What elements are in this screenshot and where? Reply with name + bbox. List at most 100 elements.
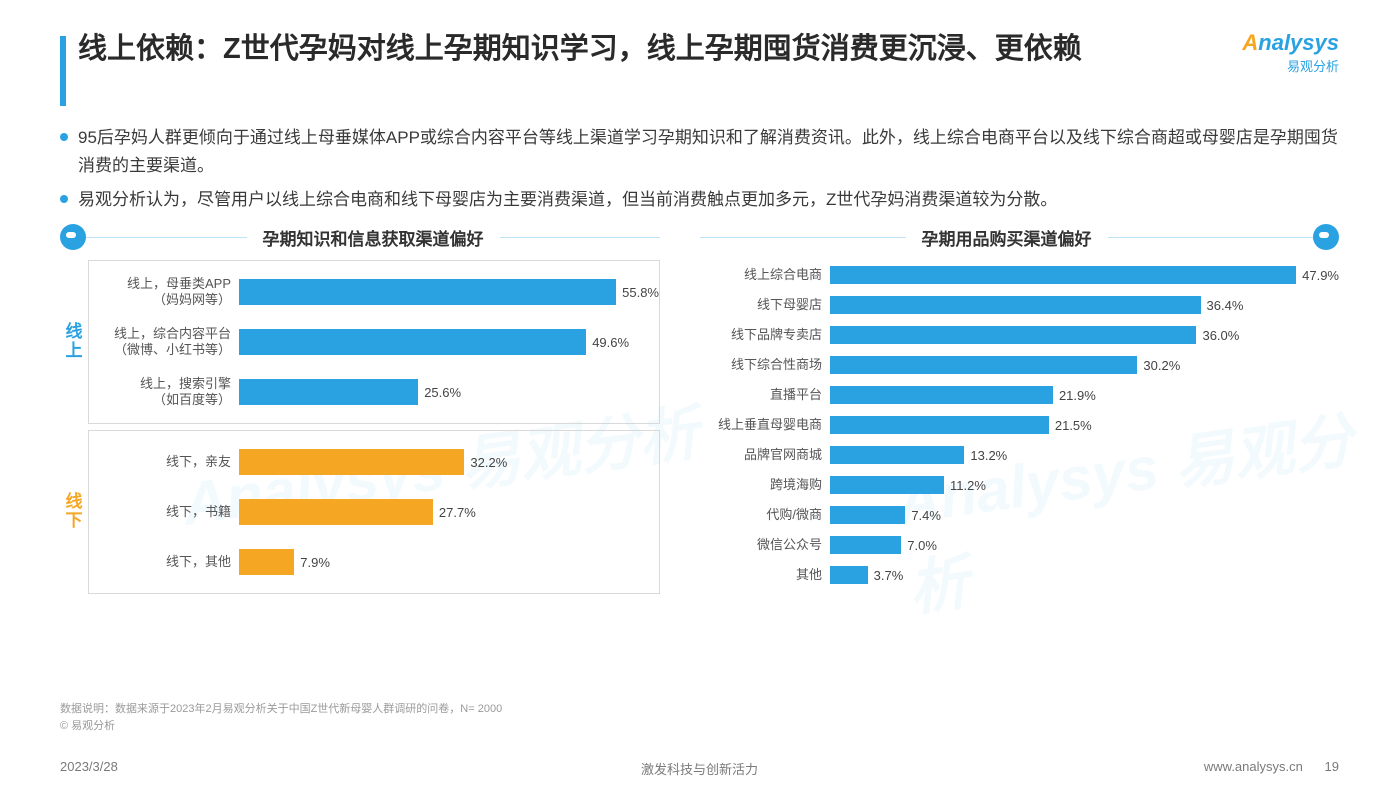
group-box: 线上，母垂类APP（妈妈网等） 55.8% 线上，综合内容平台（微博、小红书等） 49… — [88, 260, 660, 424]
bar-row: 线上垂直母婴电商 21.5% — [700, 410, 1339, 440]
bar-area: 32.2% — [239, 449, 659, 475]
bar-label: 直播平台 — [700, 387, 830, 403]
bar-label: 线上综合电商 — [700, 267, 830, 283]
chart-group: 线上线上，母垂类APP（妈妈网等） 55.8% 线上，综合内容平台（微博、小红书等）… — [60, 260, 660, 424]
bar-value: 49.6% — [592, 335, 629, 350]
bar-value: 36.0% — [1202, 328, 1239, 343]
footer-slogan: 激发科技与创新活力 — [0, 759, 1399, 778]
bar-value: 30.2% — [1143, 358, 1180, 373]
note-source: 数据说明：数据来源于2023年2月易观分析关于中国Z世代新母婴人群调研的问卷，N… — [60, 701, 502, 718]
bar — [239, 499, 433, 525]
group-label: 线下 — [60, 430, 88, 594]
chart-knowledge-channels: 孕期知识和信息获取渠道偏好 线上线上，母垂类APP（妈妈网等） 55.8% 线上，综… — [60, 224, 660, 600]
header-line — [500, 237, 661, 238]
bar-area: 30.2% — [830, 356, 1339, 374]
bar — [830, 386, 1053, 404]
bar — [830, 296, 1201, 314]
bar-area: 3.7% — [830, 566, 1339, 584]
bar-value: 27.7% — [439, 505, 476, 520]
bar — [830, 266, 1296, 284]
chart-title: 孕期知识和信息获取渠道偏好 — [247, 225, 500, 250]
bar-value: 47.9% — [1302, 268, 1339, 283]
group-box: 线下，亲友32.2% 线下，书籍 27.7% 线下，其他7.9% — [88, 430, 660, 594]
bar-row: 线下，亲友32.2% — [89, 437, 659, 487]
bar-row: 品牌官网商城13.2% — [700, 440, 1339, 470]
bar-row: 线下综合性商场30.2% — [700, 350, 1339, 380]
chart-group: 线下线下，亲友32.2% 线下，书籍 27.7% 线下，其他7.9% — [60, 430, 660, 594]
bullet-item: 易观分析认为，尽管用户以线上综合电商和线下母婴店为主要消费渠道，但当前消费触点更… — [60, 186, 1339, 214]
bar-value: 25.6% — [424, 385, 461, 400]
bar-value: 55.8% — [622, 285, 659, 300]
bar — [830, 566, 868, 584]
bullet-item: 95后孕妈人群更倾向于通过线上母垂媒体APP或综合内容平台等线上渠道学习孕期知识… — [60, 124, 1339, 180]
logo-rest: nalysys — [1258, 30, 1339, 55]
header-line — [1108, 237, 1314, 238]
bar-row: 线上，母垂类APP（妈妈网等） 55.8% — [89, 267, 659, 317]
bar-value: 7.4% — [911, 508, 941, 523]
bar — [830, 476, 944, 494]
bar-area: 25.6% — [239, 379, 659, 405]
bar — [239, 279, 616, 305]
note-copyright: © 易观分析 — [60, 718, 502, 735]
title-accent-bar — [60, 36, 66, 106]
logo-sub: 易观分析 — [1242, 56, 1339, 75]
bar-row: 直播平台 21.9% — [700, 380, 1339, 410]
bar-row: 线上，综合内容平台（微博、小红书等） 49.6% — [89, 317, 659, 367]
bar — [830, 506, 905, 524]
bullet-dot-icon — [60, 133, 68, 141]
bar — [830, 536, 901, 554]
footer: 2023/3/28 激发科技与创新活力 www.analysys.cn 19 — [0, 759, 1399, 774]
data-notes: 数据说明：数据来源于2023年2月易观分析关于中国Z世代新母婴人群调研的问卷，N… — [60, 701, 502, 734]
bar-label: 线下母婴店 — [700, 297, 830, 313]
group-label: 线上 — [60, 260, 88, 424]
bar — [239, 329, 586, 355]
bullet-list: 95后孕妈人群更倾向于通过线上母垂媒体APP或综合内容平台等线上渠道学习孕期知识… — [60, 124, 1339, 214]
bar-value: 21.9% — [1059, 388, 1096, 403]
bullet-text: 易观分析认为，尽管用户以线上综合电商和线下母婴店为主要消费渠道，但当前消费触点更… — [78, 186, 1057, 214]
chart-header: 孕期知识和信息获取渠道偏好 — [60, 224, 660, 250]
bar — [239, 549, 294, 575]
bar-label: 线下，书籍 — [89, 504, 239, 520]
bullet-text: 95后孕妈人群更倾向于通过线上母垂媒体APP或综合内容平台等线上渠道学习孕期知识… — [78, 124, 1339, 180]
bar — [239, 449, 464, 475]
chart-body: 线上线上，母垂类APP（妈妈网等） 55.8% 线上，综合内容平台（微博、小红书等）… — [60, 260, 660, 600]
bar-area: 21.9% — [830, 386, 1339, 404]
bar — [239, 379, 418, 405]
bar-area: 47.9% — [830, 266, 1339, 284]
bar-label: 线上垂直母婴电商 — [700, 417, 830, 433]
bar — [830, 326, 1196, 344]
bar-label: 线上，搜索引擎（如百度等） — [89, 376, 239, 409]
bar-area: 55.8% — [239, 279, 659, 305]
bar-value: 13.2% — [970, 448, 1007, 463]
baby-icon — [1313, 224, 1339, 250]
bar-value: 7.0% — [907, 538, 937, 553]
logo-a: A — [1242, 30, 1258, 55]
baby-icon — [60, 224, 86, 250]
bar-area: 13.2% — [830, 446, 1339, 464]
charts-area: 孕期知识和信息获取渠道偏好 线上线上，母垂类APP（妈妈网等） 55.8% 线上，综… — [60, 224, 1339, 600]
bar-area: 49.6% — [239, 329, 659, 355]
bar-label: 线上，综合内容平台（微博、小红书等） — [89, 326, 239, 359]
logo-brand: Analysys — [1242, 30, 1339, 56]
chart-header: 孕期用品购买渠道偏好 — [700, 224, 1339, 250]
bar-row: 微信公众号7.0% — [700, 530, 1339, 560]
chart-body: 线上综合电商47.9%线下母婴店36.4%线下品牌专卖店36.0%线下综合性商场… — [700, 260, 1339, 590]
bar-row: 线上，搜索引擎（如百度等） 25.6% — [89, 367, 659, 417]
header-line — [700, 237, 906, 238]
bar — [830, 356, 1137, 374]
bar-row: 线下，其他7.9% — [89, 537, 659, 587]
chart-purchase-channels: 孕期用品购买渠道偏好 线上综合电商47.9%线下母婴店36.4%线下品牌专卖店3… — [700, 224, 1339, 600]
bar-label: 线上，母垂类APP（妈妈网等） — [89, 276, 239, 309]
bar-value: 21.5% — [1055, 418, 1092, 433]
page-title: 线上依赖：Z世代孕妈对线上孕期知识学习，线上孕期囤货消费更沉浸、更依赖 — [78, 30, 1242, 69]
bar-label: 线下，亲友 — [89, 454, 239, 470]
bar-row: 代购/微商 7.4% — [700, 500, 1339, 530]
bar-area: 11.2% — [830, 476, 1339, 494]
title-row: 线上依赖：Z世代孕妈对线上孕期知识学习，线上孕期囤货消费更沉浸、更依赖 Anal… — [60, 30, 1339, 106]
bar-label: 线下品牌专卖店 — [700, 327, 830, 343]
bar-area: 36.0% — [830, 326, 1339, 344]
slide: Analysys 易观分析 Analysys 易观分析 线上依赖：Z世代孕妈对线… — [0, 0, 1399, 788]
bar-label: 代购/微商 — [700, 507, 830, 523]
bar-area: 7.0% — [830, 536, 1339, 554]
bar-row: 线下品牌专卖店 36.0% — [700, 320, 1339, 350]
